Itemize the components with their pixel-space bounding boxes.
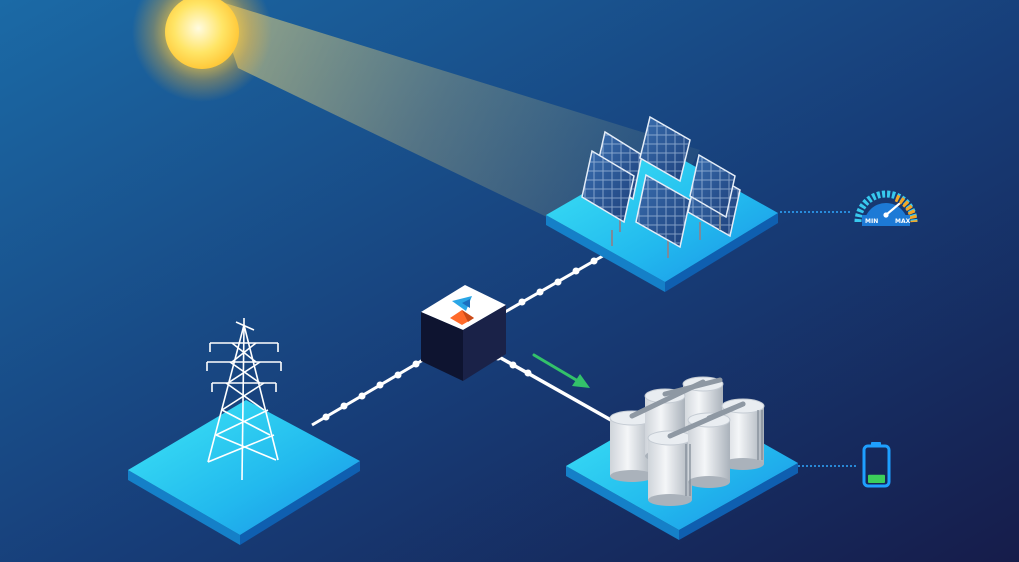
- controller-cube: [421, 285, 506, 381]
- battery-level: [868, 474, 885, 483]
- gauge-max-label: MAX: [895, 218, 911, 225]
- controller-cube-logo: [450, 296, 474, 325]
- connector-controller-to-solar: [504, 251, 609, 314]
- speedometer-icon: MIN MAX: [854, 190, 918, 226]
- arrow-right-icon: [532, 353, 590, 388]
- storage-tanks-icon: [609, 376, 765, 506]
- sun-icon: [132, 0, 272, 102]
- solar-panel-array: [581, 115, 741, 258]
- battery-icon: [862, 442, 891, 488]
- platform-tower: [128, 400, 360, 545]
- transmission-tower-icon: [206, 318, 282, 481]
- connector-tower-to-controller: [311, 348, 441, 427]
- gauge-min-label: MIN: [865, 218, 878, 225]
